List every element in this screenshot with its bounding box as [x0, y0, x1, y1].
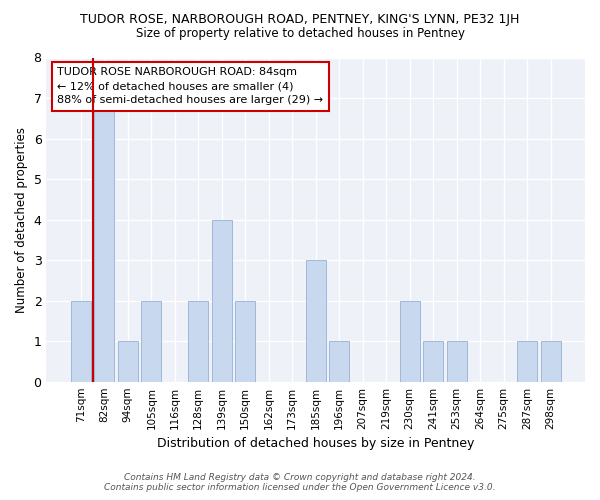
Bar [235, 300, 255, 382]
Bar [71, 300, 91, 382]
Text: TUDOR ROSE, NARBOROUGH ROAD, PENTNEY, KING'S LYNN, PE32 1JH: TUDOR ROSE, NARBOROUGH ROAD, PENTNEY, KI… [80, 12, 520, 26]
Bar [142, 300, 161, 382]
X-axis label: Distribution of detached houses by size in Pentney: Distribution of detached houses by size … [157, 437, 475, 450]
Text: Size of property relative to detached houses in Pentney: Size of property relative to detached ho… [136, 28, 464, 40]
Bar [188, 300, 208, 382]
Bar [306, 260, 326, 382]
Text: Contains HM Land Registry data © Crown copyright and database right 2024.
Contai: Contains HM Land Registry data © Crown c… [104, 473, 496, 492]
Y-axis label: Number of detached properties: Number of detached properties [15, 126, 28, 312]
Bar [400, 300, 419, 382]
Bar [517, 341, 537, 382]
Bar [94, 98, 115, 382]
Bar [212, 220, 232, 382]
Bar [446, 341, 467, 382]
Bar [541, 341, 560, 382]
Bar [329, 341, 349, 382]
Bar [118, 341, 138, 382]
Text: TUDOR ROSE NARBOROUGH ROAD: 84sqm
← 12% of detached houses are smaller (4)
88% o: TUDOR ROSE NARBOROUGH ROAD: 84sqm ← 12% … [57, 67, 323, 105]
Bar [423, 341, 443, 382]
